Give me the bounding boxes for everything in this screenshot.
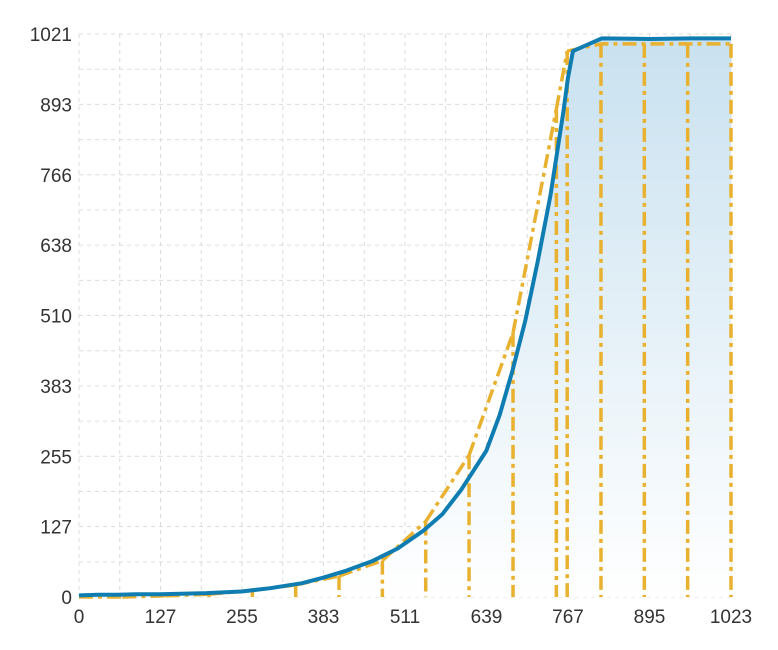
area-fill <box>79 38 731 598</box>
x-tick-label: 511 <box>390 607 420 628</box>
curve-series-layer <box>78 36 731 598</box>
curve-line <box>78 36 731 598</box>
y-axis-ticks: 0 127 255 383 510 638 766 893 1021 <box>30 25 72 609</box>
y-tick-label: 638 <box>40 236 72 257</box>
y-tick-label: 510 <box>40 307 72 328</box>
x-tick-label: 767 <box>552 607 584 628</box>
x-tick-label: 1023 <box>710 607 752 628</box>
y-tick-label: 127 <box>40 518 72 539</box>
x-tick-label: 639 <box>471 607 503 628</box>
x-tick-label: 127 <box>145 607 177 628</box>
y-tick-label: 893 <box>40 95 72 116</box>
x-tick-label: 383 <box>308 607 340 628</box>
y-tick-label: 766 <box>40 166 72 187</box>
gold-series-layer <box>79 42 733 599</box>
y-tick-label: 1021 <box>30 25 72 46</box>
x-tick-label: 895 <box>634 607 666 628</box>
y-tick-label: 255 <box>40 447 72 468</box>
x-tick-label: 255 <box>226 607 258 628</box>
x-axis-ticks: 0 127 255 383 511 639 767 895 1023 <box>74 607 752 628</box>
y-tick-label: 383 <box>40 377 72 398</box>
y-tick-label: 0 <box>61 588 72 609</box>
x-tick-label: 0 <box>74 607 85 628</box>
area-fill-layer <box>79 38 731 598</box>
